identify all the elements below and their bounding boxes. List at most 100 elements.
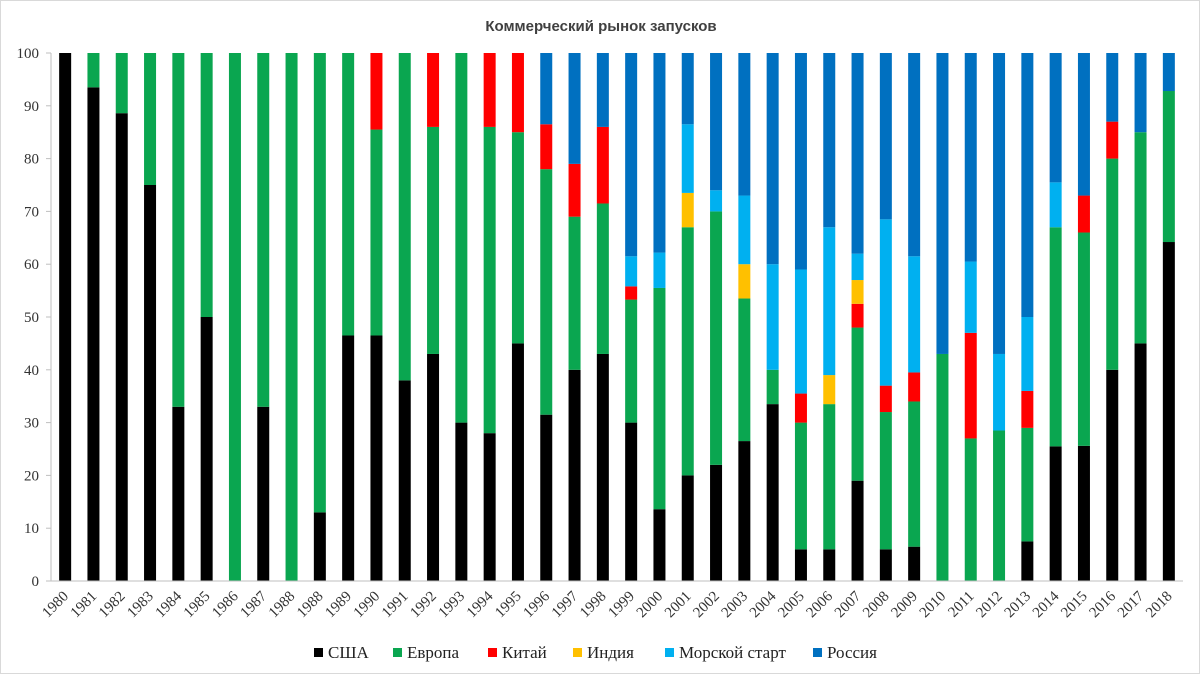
bar-segment — [993, 353, 1006, 431]
bar-stack — [427, 53, 440, 581]
legend-swatch — [665, 648, 674, 657]
bar-segment — [1049, 446, 1062, 581]
bar-segment — [313, 53, 326, 513]
bar-segment — [964, 332, 977, 439]
bar-segment — [1049, 227, 1062, 447]
bar-segment — [823, 404, 836, 550]
bar-segment — [1106, 369, 1119, 581]
bar-segment — [625, 53, 638, 257]
bar-segment — [115, 53, 128, 114]
bar-segment — [823, 227, 836, 376]
bar-segment — [596, 353, 609, 581]
bar-segment — [766, 369, 779, 405]
bar-segment — [653, 53, 666, 253]
bar-segment — [427, 353, 440, 581]
bar-stack — [342, 53, 355, 581]
y-axis: 0 10 20 30 40 50 60 70 80 90 100 — [17, 46, 52, 590]
x-tick-label: 2002 — [690, 589, 723, 622]
bar-segment — [993, 53, 1006, 354]
bar-segment — [228, 53, 241, 581]
x-tick-label: 1991 — [379, 589, 412, 622]
bar-segment — [964, 438, 977, 581]
bar-segment — [794, 393, 807, 423]
bar-segment — [200, 53, 213, 317]
bar-segment — [851, 53, 864, 254]
bar-segment — [851, 253, 864, 281]
bar-segment — [483, 126, 496, 434]
bar-stack — [625, 53, 638, 581]
bar-segment — [511, 132, 524, 344]
x-tick-label: 1989 — [322, 589, 355, 622]
bar-stack — [1162, 53, 1175, 582]
bar-segment — [738, 264, 751, 299]
bar-segment — [1077, 53, 1090, 196]
bar-segment — [908, 372, 921, 402]
bar-segment — [342, 335, 355, 581]
bar-segment — [936, 353, 949, 581]
bar-segment — [1049, 182, 1062, 228]
bar-segment — [257, 53, 270, 407]
x-tick-label: 1997 — [549, 588, 582, 621]
bar-segment — [681, 53, 694, 125]
bar-segment — [653, 252, 666, 288]
bar-segment — [568, 53, 581, 164]
bar-segment — [993, 430, 1006, 581]
bar-segment — [1077, 195, 1090, 233]
bar-segment — [568, 216, 581, 370]
bar-stack — [483, 53, 496, 581]
bar-segment — [851, 480, 864, 581]
y-tick-label: 60 — [24, 257, 39, 273]
x-tick-label: 2006 — [804, 588, 837, 621]
bar-stack — [59, 53, 72, 581]
bar-segment — [1134, 343, 1147, 581]
bar-segment — [1106, 121, 1119, 159]
x-tick-label: 1999 — [605, 589, 638, 622]
bar-segment — [596, 53, 609, 127]
legend: США Европа Китай Индия Морской старт Россия — [314, 643, 877, 662]
bar-segment — [1049, 53, 1062, 183]
bar-segment — [285, 53, 298, 581]
bar-stack — [1021, 53, 1034, 581]
bar-stack — [285, 53, 298, 581]
bar-stack — [1106, 53, 1119, 581]
x-tick-label: 1994 — [464, 588, 497, 621]
bar-segment — [710, 211, 723, 465]
bar-stack — [370, 53, 383, 581]
bar-segment — [172, 53, 185, 407]
bar-stack — [540, 53, 553, 581]
bar-segment — [540, 414, 553, 581]
bar-segment — [738, 298, 751, 442]
bar-stack — [313, 53, 326, 581]
bar-segment — [964, 53, 977, 262]
x-tick-label: 2007 — [832, 588, 865, 621]
bar-segment — [342, 53, 355, 336]
bar-segment — [1162, 91, 1175, 243]
x-tick-label: 1983 — [124, 589, 157, 622]
bar-stack — [455, 53, 468, 581]
y-tick-label: 40 — [24, 363, 39, 379]
legend-swatch — [488, 648, 497, 657]
bar-segment — [115, 113, 128, 581]
bar-segment — [370, 53, 383, 130]
bar-segment — [794, 549, 807, 581]
bar-segment — [653, 287, 666, 510]
bar-stack — [1134, 53, 1147, 581]
legend-swatch — [314, 648, 323, 657]
bar-segment — [1021, 541, 1034, 581]
bar-segment — [1021, 53, 1034, 317]
bar-segment — [879, 549, 892, 581]
bar-stack — [596, 53, 609, 581]
bar-segment — [625, 256, 638, 287]
bar-segment — [398, 380, 411, 581]
x-tick-label: 2004 — [747, 588, 780, 621]
legend-label: Индия — [587, 643, 634, 662]
x-tick-label: 2009 — [888, 589, 921, 622]
bar-stack — [681, 53, 694, 581]
x-tick-label: 2008 — [860, 589, 893, 622]
y-tick-label: 30 — [24, 416, 39, 432]
bar-segment — [681, 124, 694, 193]
bar-stack — [568, 53, 581, 581]
bar-stack — [1049, 53, 1062, 581]
